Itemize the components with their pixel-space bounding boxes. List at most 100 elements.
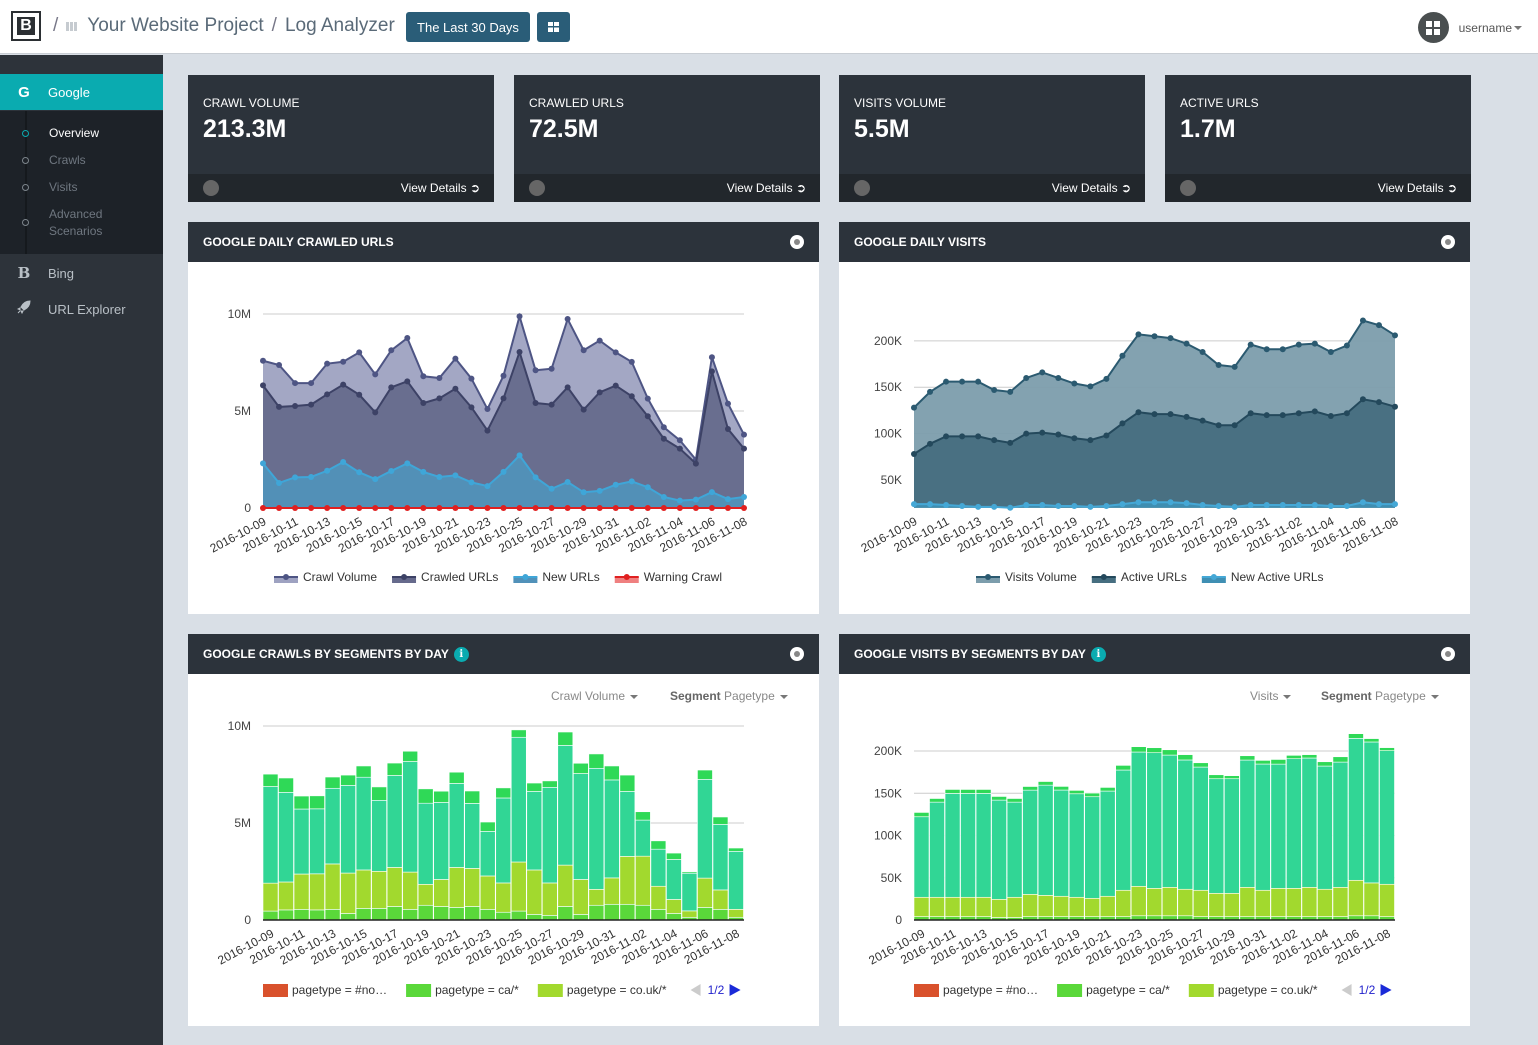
bar-segment	[1379, 750, 1395, 885]
legend-next-icon[interactable]	[729, 984, 741, 996]
logo-letter: B	[17, 17, 35, 35]
legend-prev-icon[interactable]	[1341, 984, 1352, 996]
date-range-button[interactable]: The Last 30 Days	[406, 12, 530, 42]
bar-segment	[262, 786, 279, 884]
data-point	[388, 384, 395, 391]
bar-segment	[1208, 774, 1225, 780]
app-logo[interactable]: B	[11, 11, 41, 41]
data-point	[372, 505, 379, 511]
bug-icon	[203, 180, 219, 196]
bar-segment	[526, 791, 543, 871]
legend-prev-icon[interactable]	[690, 984, 701, 996]
data-point	[975, 378, 982, 385]
settings-icon[interactable]	[790, 235, 804, 249]
segment-value: Pagetype	[724, 689, 775, 703]
bar-segment	[1224, 778, 1240, 894]
avatar[interactable]	[1417, 12, 1449, 43]
data-point	[1023, 374, 1030, 381]
bar-segment	[433, 802, 449, 880]
avatar-pattern-icon	[1426, 20, 1441, 35]
bar-segment	[448, 783, 465, 868]
segment-dropdown[interactable]: Segment Pagetype	[1321, 689, 1439, 703]
data-point	[468, 479, 475, 486]
bar-segment	[588, 753, 605, 769]
bar-segment	[1022, 894, 1038, 917]
data-point	[628, 505, 635, 511]
bar-segment	[309, 808, 325, 875]
data-point	[404, 460, 411, 467]
data-point	[1119, 501, 1126, 508]
submenu-line	[25, 111, 27, 254]
bar-segment	[1099, 787, 1116, 792]
bar-segment	[1348, 879, 1364, 917]
bar-segment	[526, 782, 543, 792]
stat-label: ACTIVE URLS	[1180, 96, 1259, 110]
bar-segment	[495, 797, 512, 884]
user-menu[interactable]: username	[1417, 12, 1522, 43]
data-point	[324, 360, 331, 367]
legend-label: pagetype = co.uk/*	[1218, 983, 1318, 997]
layout-grid-button[interactable]	[537, 12, 570, 42]
bar-segment	[1068, 896, 1085, 917]
legend-page-indicator: 1/2	[1359, 983, 1376, 997]
data-point	[452, 472, 459, 479]
settings-icon[interactable]	[1441, 235, 1455, 249]
bar-segment	[728, 909, 744, 918]
data-point	[741, 493, 747, 500]
view-details-link[interactable]: View Details ➲	[401, 181, 480, 195]
bar-segment	[309, 873, 325, 911]
legend-next-icon[interactable]	[1380, 984, 1392, 996]
view-details-link[interactable]: View Details ➲	[1052, 181, 1131, 195]
data-point	[436, 395, 443, 402]
view-details-link[interactable]: View Details ➲	[1378, 181, 1457, 195]
data-point	[1343, 502, 1350, 509]
bar-segment	[975, 789, 992, 794]
bar-segment	[712, 816, 729, 825]
bar-segment	[604, 903, 620, 921]
stat-value: 72.5M	[529, 115, 599, 143]
bar-segment	[635, 811, 651, 821]
active-dot-icon	[22, 130, 29, 137]
sidebar-item-google[interactable]: G Google	[0, 74, 163, 110]
dot-icon	[22, 219, 29, 226]
bar-segment	[1068, 790, 1085, 795]
submenu-item-advanced-scenarios[interactable]: Advanced Scenarios	[0, 206, 163, 240]
bar-segment	[712, 824, 729, 891]
username[interactable]: username	[1458, 20, 1512, 35]
data-point	[724, 496, 731, 503]
bar-segment	[1037, 895, 1054, 917]
legend-swatch	[537, 984, 563, 997]
settings-icon[interactable]	[790, 647, 804, 661]
sidebar-item-url-explorer[interactable]: URL Explorer	[0, 291, 163, 327]
bar-segment	[417, 884, 434, 906]
bar-segment	[666, 899, 682, 914]
metric-value: Crawl Volume	[551, 689, 626, 703]
sidebar-item-label: Google	[48, 84, 90, 100]
breadcrumb-project[interactable]: Your Website Project	[87, 15, 264, 36]
data-point	[927, 440, 934, 447]
data-point	[500, 468, 507, 475]
data-point	[596, 505, 603, 511]
rocket-icon	[0, 300, 48, 318]
data-point	[1263, 346, 1270, 353]
data-point	[1007, 439, 1014, 446]
arrow-circle-right-icon: ➲	[1120, 181, 1131, 195]
data-point	[975, 433, 982, 440]
settings-icon[interactable]	[1441, 647, 1455, 661]
data-point	[1215, 502, 1222, 509]
y-tick-label: 10M	[228, 307, 251, 321]
sidebar-item-bing[interactable]: B Bing	[0, 255, 163, 291]
stat-card-visits-volume: VISITS VOLUME 5.5M View Details ➲	[839, 75, 1145, 202]
info-icon[interactable]: i	[453, 646, 469, 662]
segment-dropdown[interactable]: Segment Pagetype	[670, 689, 788, 703]
metric-dropdown[interactable]: Crawl Volume	[551, 689, 639, 703]
info-icon[interactable]: i	[1090, 646, 1106, 662]
metric-dropdown[interactable]: Visits	[1250, 689, 1292, 703]
legend-label: pagetype = co.uk/*	[567, 983, 667, 997]
data-point	[372, 371, 379, 378]
bar-segment	[1317, 888, 1333, 917]
breadcrumb-page[interactable]: Log Analyzer	[284, 15, 395, 36]
view-details-link[interactable]: View Details ➲	[727, 181, 806, 195]
data-point	[532, 400, 539, 407]
bar-segment	[1115, 769, 1132, 891]
